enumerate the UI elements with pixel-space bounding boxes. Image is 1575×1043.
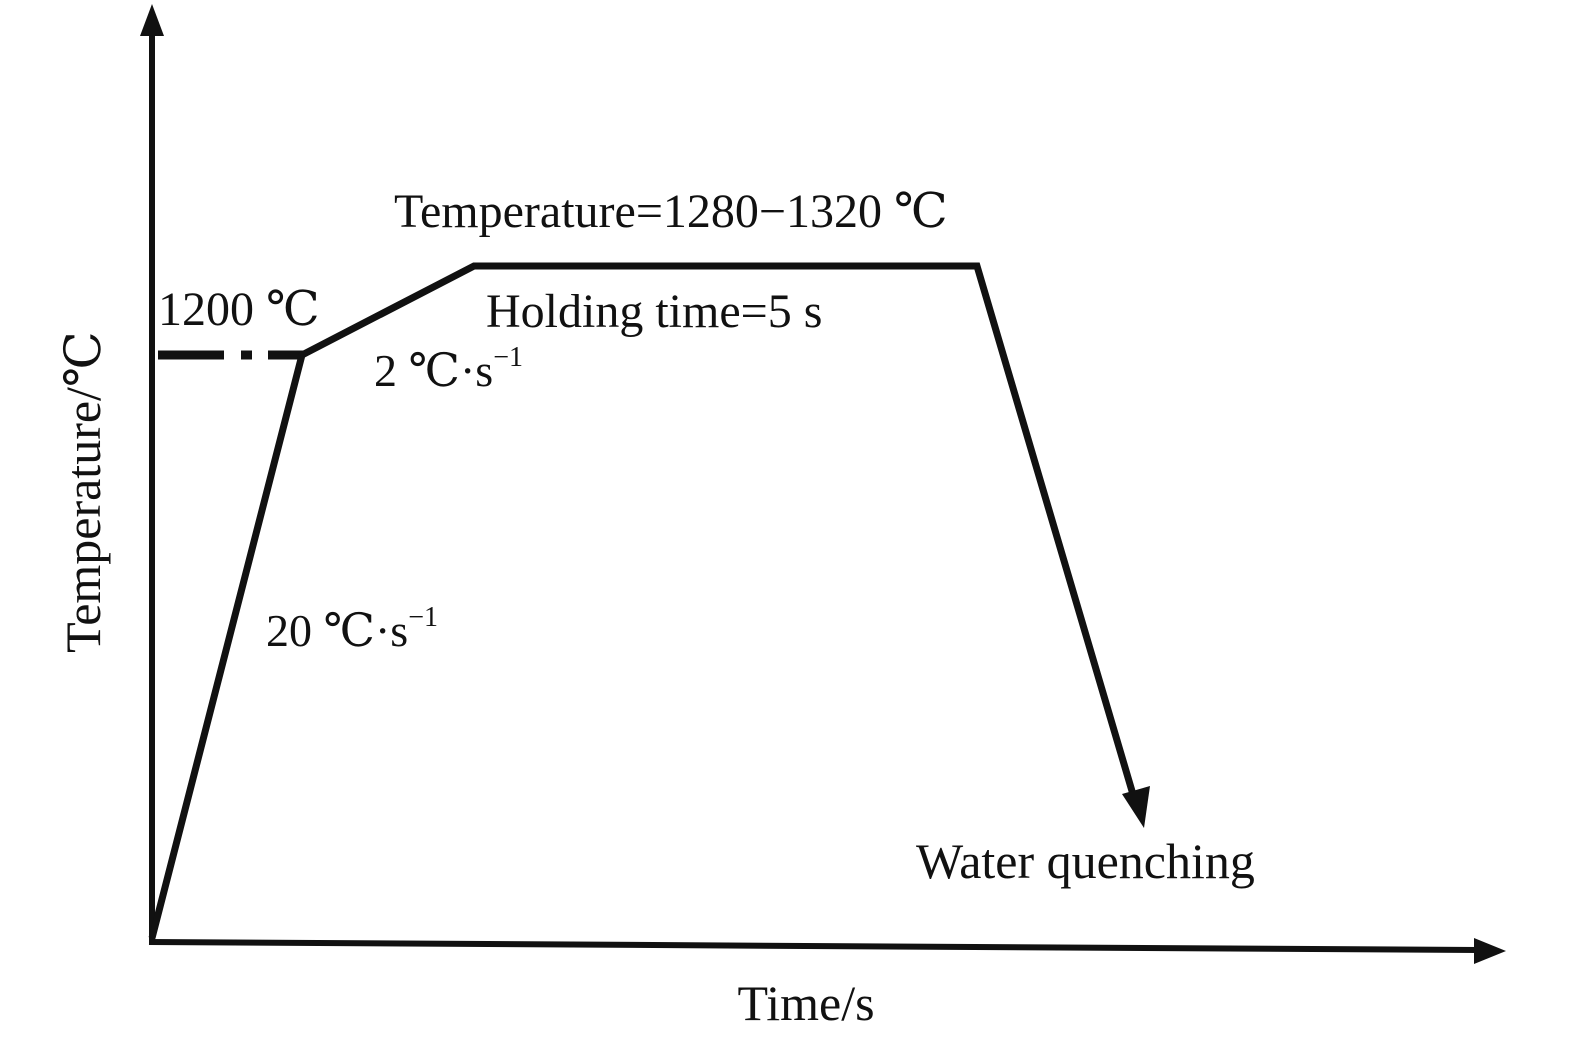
fast-rate-exponent: −1 [408,602,438,633]
preheat-temp-label: 1200 ℃ [158,283,320,336]
y-axis-label: Temperature/℃ [55,331,111,653]
peak-temperature-label: Temperature=1280−1320 ℃ [394,185,948,238]
holding-time-label: Holding time=5 s [486,285,822,338]
x-axis [148,939,1479,953]
y-axis-arrowhead [140,4,164,36]
quench-arrowhead [1122,786,1150,828]
fast-heating-rate-label: 20 ℃·s−1 [266,602,438,656]
x-axis-arrowhead [1474,938,1506,964]
temperature-profile [148,262,1141,939]
quench-label: Water quenching [916,833,1255,889]
x-axis-label: Time/s [737,975,874,1031]
slow-rate-exponent: −1 [493,342,523,373]
fast-rate-value: 20 ℃·s [266,605,408,656]
slow-rate-value: 2 ℃·s [374,345,493,396]
slow-heating-rate-label: 2 ℃·s−1 [374,342,523,396]
